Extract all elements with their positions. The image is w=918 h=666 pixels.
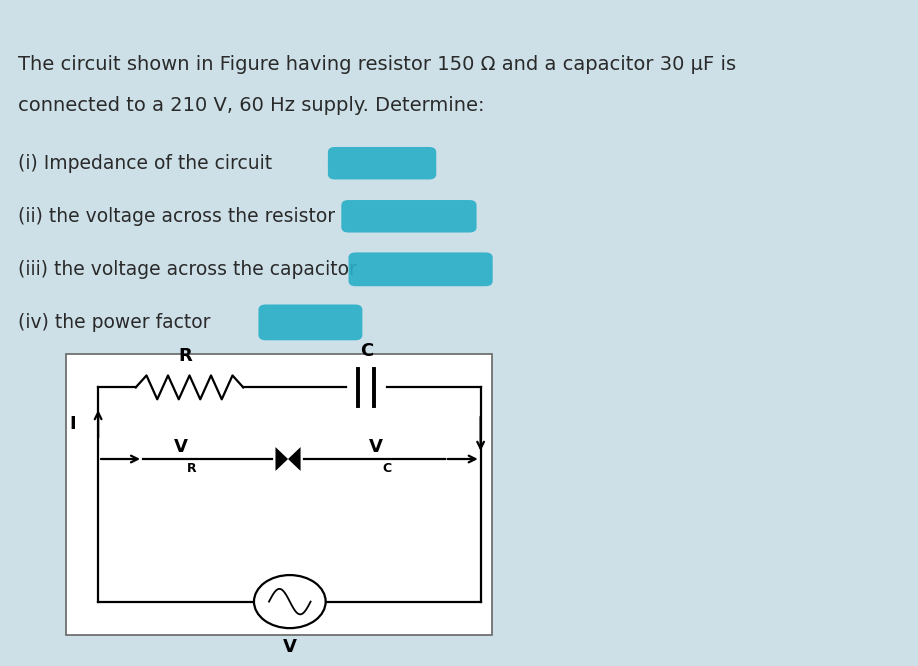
Text: I: I (70, 415, 76, 433)
Text: (iv) the power factor: (iv) the power factor (17, 313, 210, 332)
Bar (66, 354, 492, 635)
FancyBboxPatch shape (328, 147, 436, 179)
Text: (iii) the voltage across the capacitor: (iii) the voltage across the capacitor (17, 260, 356, 279)
Text: C: C (360, 342, 373, 360)
Text: R: R (178, 346, 192, 364)
Text: V: V (174, 438, 187, 456)
Text: The circuit shown in Figure having resistor 150 Ω and a capacitor 30 μF is: The circuit shown in Figure having resis… (17, 55, 735, 74)
Polygon shape (275, 447, 288, 471)
Text: V: V (283, 638, 297, 656)
Circle shape (254, 575, 326, 628)
Text: V: V (368, 438, 382, 456)
FancyBboxPatch shape (259, 304, 363, 340)
FancyBboxPatch shape (349, 252, 493, 286)
Text: connected to a 210 V, 60 Hz supply. Determine:: connected to a 210 V, 60 Hz supply. Dete… (17, 96, 484, 115)
FancyBboxPatch shape (341, 200, 476, 232)
Text: C: C (383, 462, 392, 475)
Text: R: R (187, 462, 197, 475)
Polygon shape (288, 447, 300, 471)
Text: (i) Impedance of the circuit: (i) Impedance of the circuit (17, 154, 272, 172)
Text: (ii) the voltage across the resistor: (ii) the voltage across the resistor (17, 206, 335, 226)
